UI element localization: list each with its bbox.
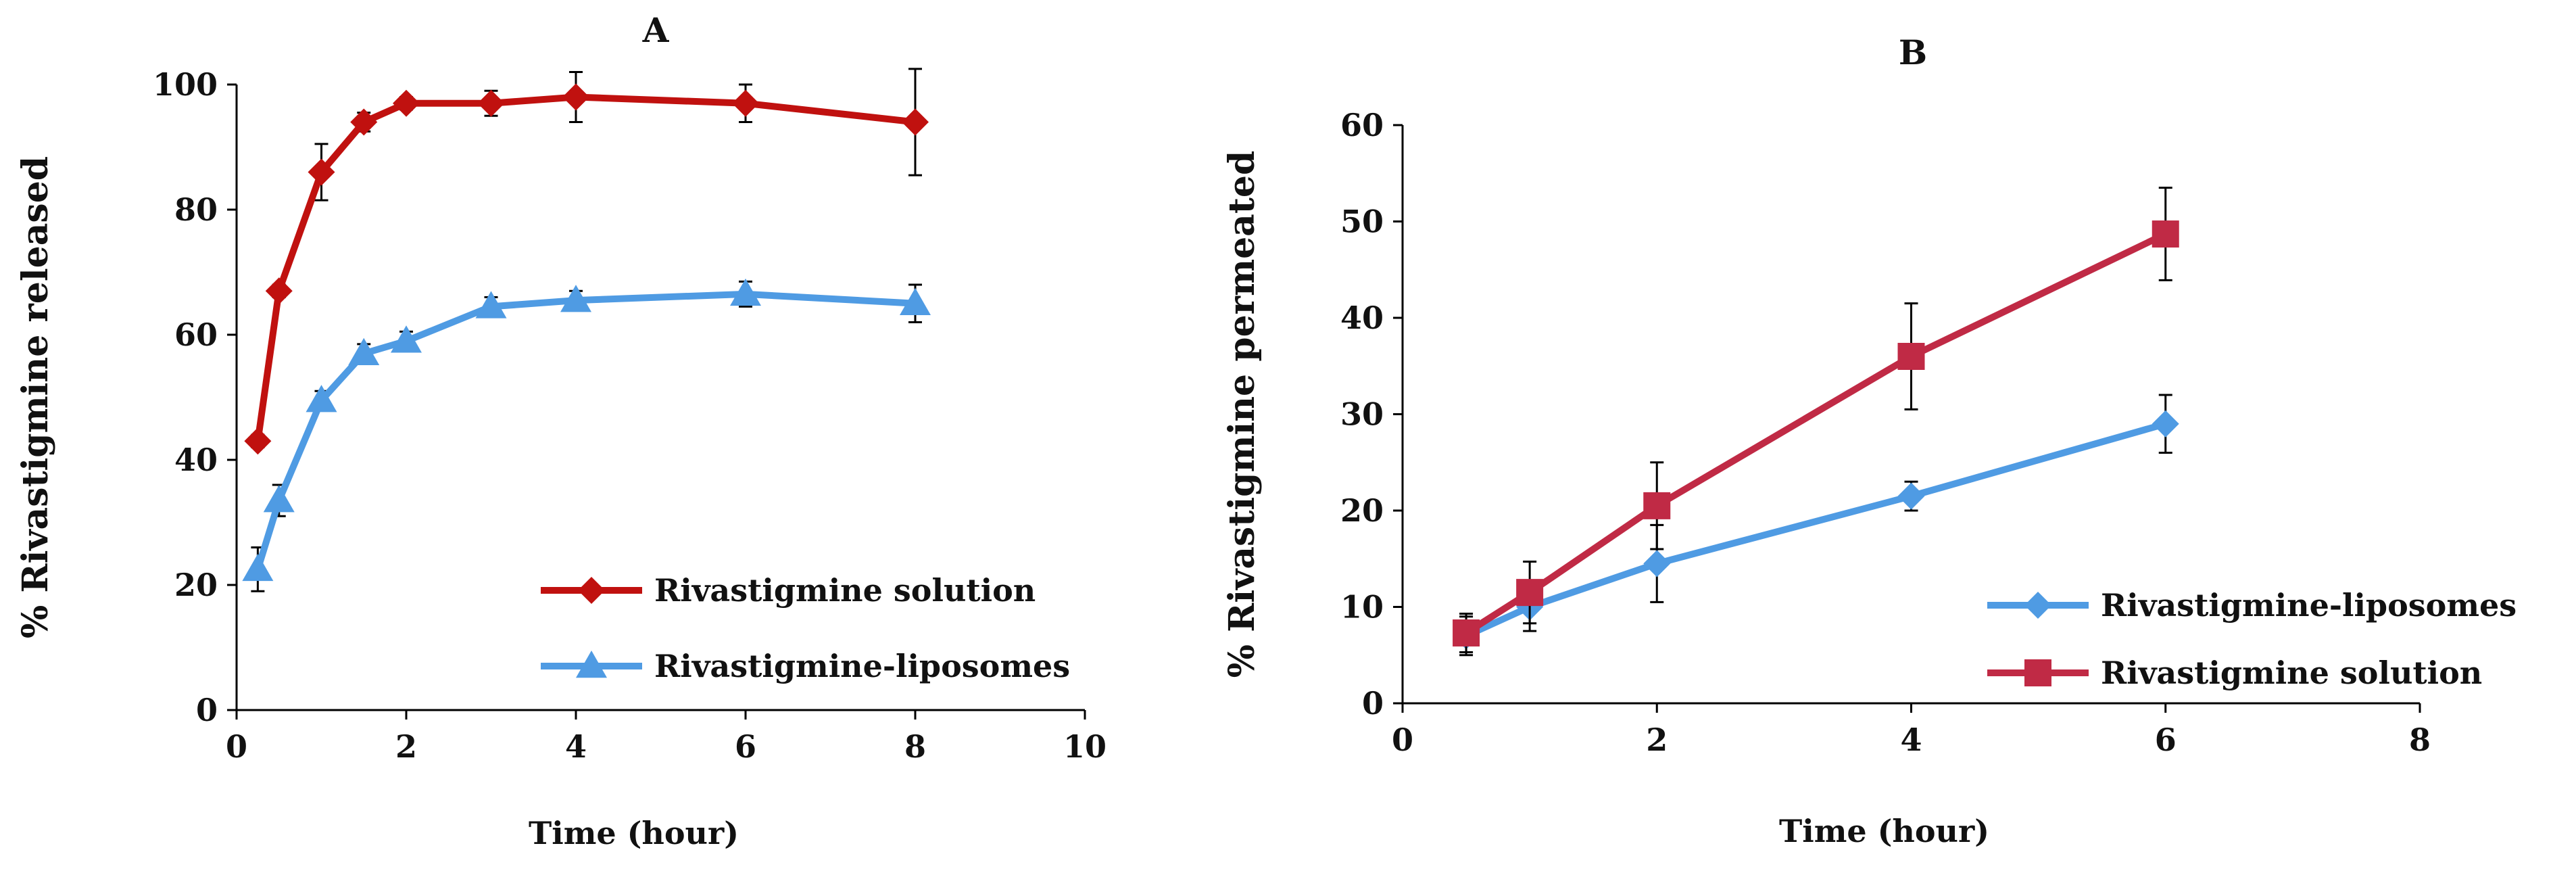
x-tick-label: 10 [1063,728,1107,765]
series-line [254,93,919,445]
y-tick-label: 40 [174,442,218,478]
data-point [308,158,335,186]
data-point [2152,410,2179,438]
legend-label: Rivastigmine-liposomes [2101,587,2517,623]
x-axis-label: Time (hour) [529,815,739,851]
data-point [560,285,591,312]
y-tick-label: 20 [174,567,218,603]
data-point [477,89,505,117]
data-point [730,278,761,306]
legend-marker [2024,592,2051,619]
data-point [1643,492,1671,519]
legend-item: Rivastigmine solution [1987,655,2482,691]
series-line [1463,231,2169,636]
y-tick-label: 30 [1340,396,1384,433]
data-point [242,553,274,582]
x-axis-label: Time (hour) [1779,813,1989,849]
data-point [902,108,929,136]
y-tick-label: 80 [174,191,218,228]
data-point [475,291,507,319]
legend-label: Rivastigmine-liposomes [654,648,1070,684]
y-tick-label: 10 [1340,589,1384,626]
data-point [900,287,931,315]
data-point [265,277,293,305]
data-point [393,89,420,117]
panel-label: B [1899,32,1927,72]
data-point [1453,619,1480,646]
data-point [1897,343,1925,370]
data-point [1516,579,1544,607]
data-point [1643,550,1671,578]
data-point [1897,482,1925,510]
panel-label: A [642,10,670,50]
legend-item: Rivastigmine-liposomes [1987,587,2517,623]
y-tick-label: 0 [1362,685,1384,722]
data-point [348,337,380,365]
series-0 [1453,394,2179,657]
x-tick-label: 8 [2409,722,2431,758]
data-point [350,108,378,136]
data-point [2152,220,2179,248]
legend-marker [576,651,607,678]
x-tick-label: 6 [735,728,756,765]
panel-a: A 0 20 40 60 80 100 0 2 4 6 8 10 Time (hour) % Rivasti… [15,10,1107,851]
x-tick-label: 4 [1900,722,1922,758]
data-point [263,485,295,513]
y-tick-label: 20 [1340,492,1384,529]
y-axis-label: % Rivastigmine released [15,156,56,638]
y-axis-label: % Rivastigmine permeated [1221,151,1263,678]
legend-marker [2024,659,2051,686]
x-tick-label: 2 [1646,722,1668,758]
legend: Rivastigmine solution Rivastigmine-liposo… [541,572,1070,684]
x-tick-label: 6 [2155,722,2177,758]
data-point [732,89,759,117]
series-0 [244,68,929,455]
legend-item: Rivastigmine-liposomes [541,648,1070,684]
data-point [562,83,589,111]
legend-label: Rivastigmine solution [2101,655,2482,691]
y-tick-label: 40 [1340,300,1384,336]
series-1 [242,278,931,592]
legend-marker [578,577,605,604]
x-tick-label: 0 [226,728,247,765]
legend-label: Rivastigmine solution [654,572,1036,609]
data-point [391,325,422,353]
y-tick-label: 60 [1340,107,1384,143]
series-1 [1453,187,2179,653]
legend-item: Rivastigmine solution [541,572,1036,609]
x-tick-label: 8 [904,728,926,765]
y-tick-label: 100 [153,66,218,103]
legend: Rivastigmine-liposomes Rivastigmine solut… [1987,587,2517,691]
y-tick-label: 60 [174,316,218,353]
x-tick-label: 2 [395,728,417,765]
panel-b: B 0 10 20 30 40 50 60 0 2 4 6 8 Time (hour) % Rivastig… [1221,32,2517,849]
data-point [244,427,272,455]
x-tick-label: 0 [1392,722,1413,758]
y-tick-label: 0 [196,692,218,728]
y-tick-label: 50 [1340,204,1384,240]
series-line [254,290,919,573]
data-point [306,385,337,413]
x-tick-label: 4 [565,728,587,765]
